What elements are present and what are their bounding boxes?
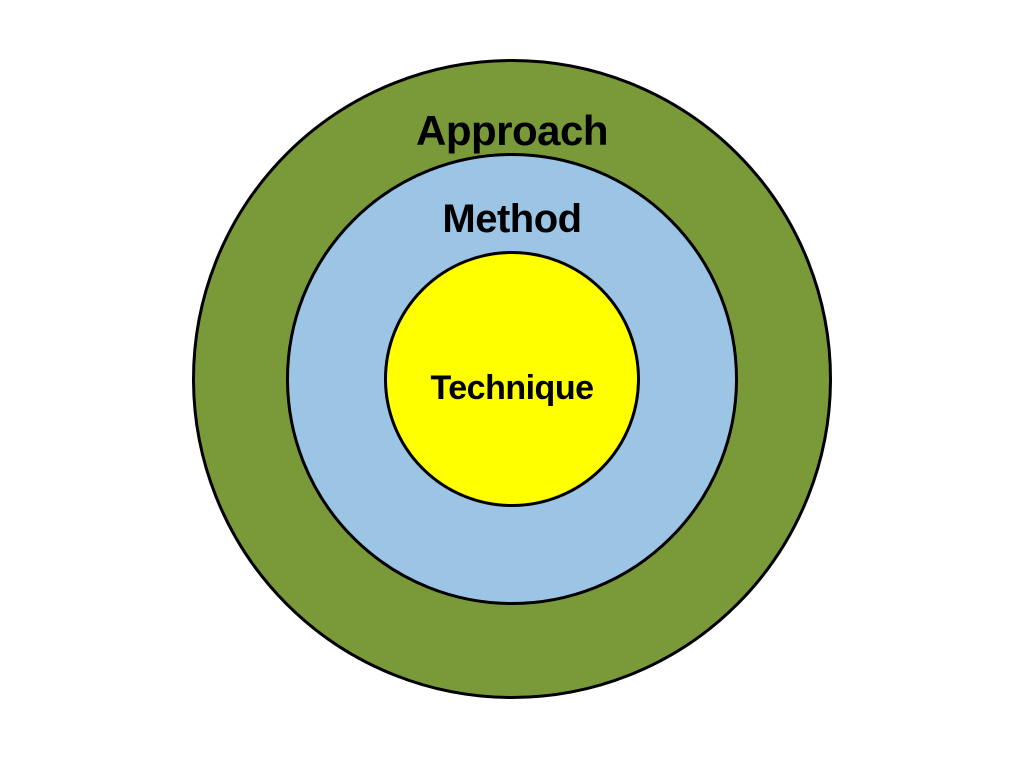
concentric-diagram: Approach Method Technique (192, 59, 832, 699)
inner-label: Technique (431, 369, 594, 408)
outer-label: Approach (416, 107, 608, 155)
middle-label: Method (442, 197, 581, 242)
